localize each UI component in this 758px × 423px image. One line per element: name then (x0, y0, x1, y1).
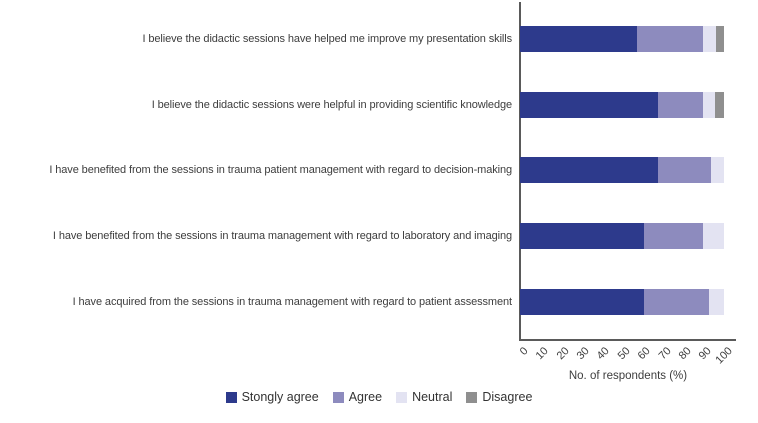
x-tick-label: 100 (713, 345, 735, 367)
bar-segment-agree (657, 91, 703, 118)
bar-segment-stongly-agree (520, 157, 658, 183)
bar-segment-neutral (710, 157, 724, 183)
x-tick-label: 20 (554, 345, 572, 363)
bar-segment-neutral (702, 26, 716, 52)
legend-swatch-icon (466, 391, 478, 403)
x-tick-label: 40 (594, 345, 613, 363)
category-label: I believe the didactic sessions were hel… (151, 98, 512, 111)
x-tick-label: 60 (635, 345, 653, 363)
legend: Stongly agree Agree Neutral Disagree (0, 390, 758, 404)
y-axis-line (518, 2, 521, 341)
x-tick-label: 70 (656, 345, 674, 363)
bar-segment-stongly-agree (520, 223, 645, 249)
bar-segment-agree (657, 157, 711, 183)
bar-segment-stongly-agree (520, 91, 658, 118)
bar-segment-stongly-agree (520, 26, 638, 52)
legend-swatch-icon (396, 391, 408, 403)
bar-segment-disagree (714, 91, 724, 118)
bar-segment-neutral (702, 223, 724, 249)
bar-segment-agree (644, 223, 703, 249)
category-label: I have benefited from the sessions in tr… (52, 230, 512, 242)
legend-label: Neutral (412, 390, 453, 404)
x-axis-title: No. of respondents (%) (568, 370, 688, 382)
bar-segment-disagree (715, 26, 724, 52)
legend-swatch-icon (332, 391, 344, 403)
x-tick-label: 30 (574, 345, 592, 363)
bar-segment-agree (644, 289, 709, 315)
x-axis-line (518, 339, 736, 341)
bar-segment-neutral (708, 289, 724, 315)
x-tick-label: 10 (533, 345, 551, 363)
category-label: I believe the didactic sessions have hel… (142, 33, 512, 45)
legend-item-stongly-agree: Stongly agree (225, 390, 319, 404)
legend-item-agree: Agree (332, 390, 383, 404)
legend-item-neutral: Neutral (396, 390, 452, 404)
legend-label: Disagree (482, 390, 533, 404)
legend-swatch-icon (225, 391, 237, 403)
x-tick-label: 90 (696, 345, 715, 363)
x-tick-label: 0 (517, 345, 531, 358)
bar-segment-agree (637, 26, 703, 52)
x-tick-label: 80 (676, 345, 694, 363)
x-tick-label: 50 (615, 345, 633, 363)
legend-item-disagree: Disagree (466, 390, 532, 404)
category-label: I have benefited from the sessions in tr… (49, 164, 512, 176)
bar-segment-neutral (702, 91, 715, 118)
legend-label: Stongly agree (241, 390, 319, 404)
legend-label: Agree (348, 390, 383, 404)
category-label: I have acquired from the sessions in tra… (72, 296, 512, 308)
bar-segment-stongly-agree (520, 289, 645, 315)
